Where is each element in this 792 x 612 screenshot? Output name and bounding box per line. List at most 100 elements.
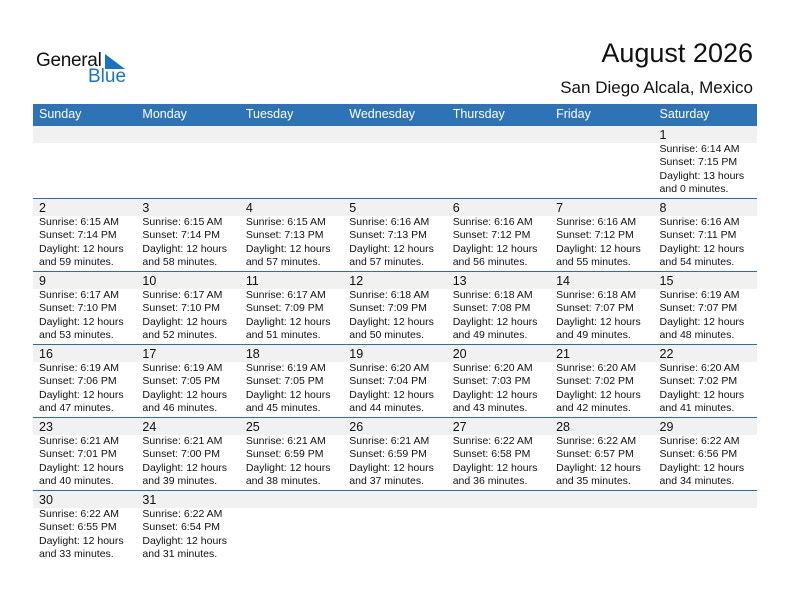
- day-cell: 5 Sunrise: 6:16 AM Sunset: 7:13 PM Daylight…: [343, 199, 446, 271]
- day-cell: 3 Sunrise: 6:15 AM Sunset: 7:14 PM Daylight…: [136, 199, 239, 271]
- daylight-text: Daylight: 13 hours: [659, 169, 745, 182]
- sunrise-text: Sunrise: 6:18 AM: [452, 289, 533, 301]
- sunrise-text: Sunrise: 6:16 AM: [556, 216, 637, 228]
- day-cell: 28 Sunrise: 6:22 AM Sunset: 6:57 PM Dayligh…: [550, 418, 653, 490]
- day-number: 22: [659, 347, 674, 361]
- week-row: 23 Sunrise: 6:21 AM Sunset: 7:01 PM Dayligh…: [33, 418, 757, 491]
- sunset-text: Sunset: 7:05 PM: [142, 375, 221, 388]
- sunset-text: Sunset: 7:04 PM: [349, 375, 427, 388]
- empty-cell: [654, 491, 757, 564]
- sunrise-text: Sunrise: 6:19 AM: [39, 362, 119, 374]
- sunrise-text: Sunrise: 6:21 AM: [39, 435, 119, 447]
- daylight-text: Daylight: 12 hours: [142, 534, 228, 547]
- daylight-minutes-text: and 58 minutes.: [142, 256, 218, 269]
- day-cell: 10 Sunrise: 6:17 AM Sunset: 7:10 PM Dayligh…: [136, 272, 239, 344]
- location-subtitle: San Diego Alcala, Mexico: [560, 78, 753, 97]
- sunset-text: Sunset: 6:59 PM: [349, 448, 427, 461]
- empty-cell: [240, 126, 343, 198]
- sunrise-text: Sunrise: 6:20 AM: [659, 362, 740, 374]
- daylight-minutes-text: and 38 minutes.: [245, 475, 321, 488]
- day-cell: 18 Sunrise: 6:19 AM Sunset: 7:05 PM Dayligh…: [240, 345, 343, 417]
- sunset-text: Sunset: 7:09 PM: [245, 302, 324, 315]
- logo-text-blue: Blue: [88, 66, 127, 87]
- sunset-text: Sunset: 7:14 PM: [39, 229, 117, 242]
- sunrise-text: Sunrise: 6:14 AM: [659, 143, 740, 155]
- daylight-minutes-text: and 54 minutes.: [659, 256, 735, 269]
- daylight-text: Daylight: 12 hours: [39, 315, 124, 328]
- daylight-minutes-text: and 57 minutes.: [245, 256, 321, 269]
- daylight-minutes-text: and 36 minutes.: [452, 475, 528, 488]
- daylight-text: Daylight: 12 hours: [556, 461, 641, 474]
- daylight-minutes-text: and 43 minutes.: [452, 402, 528, 415]
- daylight-text: Daylight: 12 hours: [142, 242, 228, 255]
- day-number: 1: [659, 128, 667, 142]
- empty-cell: [33, 126, 136, 198]
- daylight-text: Daylight: 12 hours: [245, 242, 331, 255]
- daylight-minutes-text: and 37 minutes.: [349, 475, 424, 488]
- day-number: 8: [659, 201, 667, 215]
- weekday-friday: Friday: [556, 107, 591, 121]
- sunrise-text: Sunrise: 6:15 AM: [142, 216, 223, 228]
- day-cell: 23 Sunrise: 6:21 AM Sunset: 7:01 PM Dayligh…: [33, 418, 136, 490]
- sunrise-text: Sunrise: 6:18 AM: [349, 289, 430, 301]
- day-number: 25: [245, 420, 260, 434]
- sunset-text: Sunset: 7:14 PM: [142, 229, 221, 242]
- daylight-minutes-text: and 46 minutes.: [142, 402, 218, 415]
- day-number: 5: [349, 201, 357, 215]
- daylight-minutes-text: and 57 minutes.: [349, 256, 424, 269]
- sunset-text: Sunset: 7:05 PM: [245, 375, 324, 388]
- sunrise-text: Sunrise: 6:22 AM: [556, 435, 637, 447]
- sunset-text: Sunset: 7:11 PM: [659, 229, 737, 242]
- day-cell: 11 Sunrise: 6:17 AM Sunset: 7:09 PM Dayligh…: [240, 272, 343, 344]
- daylight-text: Daylight: 12 hours: [39, 534, 124, 547]
- empty-cell: [447, 126, 550, 198]
- day-cell: 20 Sunrise: 6:20 AM Sunset: 7:03 PM Dayligh…: [447, 345, 550, 417]
- day-number: 11: [245, 274, 259, 288]
- day-number: 24: [142, 420, 157, 434]
- day-cell: 13 Sunrise: 6:18 AM Sunset: 7:08 PM Dayligh…: [447, 272, 550, 344]
- day-number: 21: [556, 347, 571, 361]
- sunrise-text: Sunrise: 6:16 AM: [349, 216, 430, 228]
- daylight-text: Daylight: 12 hours: [452, 315, 538, 328]
- daylight-text: Daylight: 12 hours: [452, 242, 538, 255]
- day-cell: 22 Sunrise: 6:20 AM Sunset: 7:02 PM Dayligh…: [654, 345, 757, 417]
- daylight-minutes-text: and 59 minutes.: [39, 256, 114, 269]
- day-number: 27: [452, 420, 467, 434]
- day-number: 6: [452, 201, 460, 215]
- day-cell: 2 Sunrise: 6:15 AM Sunset: 7:14 PM Daylight…: [33, 199, 136, 271]
- calendar-grid: Sunday Monday Tuesday Wednesday Thursday Frid…: [33, 104, 757, 564]
- daylight-text: Daylight: 12 hours: [349, 242, 434, 255]
- sunset-text: Sunset: 7:08 PM: [452, 302, 531, 315]
- day-number: 31: [142, 493, 157, 507]
- sunrise-text: Sunrise: 6:22 AM: [142, 508, 223, 520]
- daylight-text: Daylight: 12 hours: [556, 315, 641, 328]
- week-row: 9 Sunrise: 6:17 AM Sunset: 7:10 PM Daylight…: [33, 272, 757, 345]
- sunrise-text: Sunrise: 6:21 AM: [245, 435, 326, 447]
- empty-cell: [343, 126, 446, 198]
- daylight-text: Daylight: 12 hours: [659, 242, 745, 255]
- day-number: 14: [556, 274, 571, 288]
- sunrise-text: Sunrise: 6:19 AM: [245, 362, 326, 374]
- day-cell: 19 Sunrise: 6:20 AM Sunset: 7:04 PM Dayligh…: [343, 345, 446, 417]
- day-number: 2: [39, 201, 46, 215]
- day-number: 16: [39, 347, 53, 361]
- day-number: 26: [349, 420, 364, 434]
- day-cell: 14 Sunrise: 6:18 AM Sunset: 7:07 PM Dayligh…: [550, 272, 653, 344]
- page-title: August 2026: [601, 38, 753, 68]
- empty-cell: [447, 491, 550, 564]
- sunrise-text: Sunrise: 6:20 AM: [556, 362, 637, 374]
- sunrise-text: Sunrise: 6:16 AM: [659, 216, 740, 228]
- day-cell: 30 Sunrise: 6:22 AM Sunset: 6:55 PM Dayligh…: [33, 491, 136, 564]
- weekday-tuesday: Tuesday: [245, 107, 294, 121]
- logo-text-general: General: [36, 50, 102, 71]
- weekday-monday: Monday: [142, 107, 187, 121]
- sunset-text: Sunset: 7:15 PM: [659, 156, 738, 169]
- sunset-text: Sunset: 7:12 PM: [452, 229, 531, 242]
- weekday-wednesday: Wednesday: [349, 107, 416, 121]
- week-row: 30 Sunrise: 6:22 AM Sunset: 6:55 PM Dayligh…: [33, 491, 757, 564]
- daylight-minutes-text: and 35 minutes.: [556, 475, 631, 488]
- sunset-text: Sunset: 7:02 PM: [556, 375, 634, 388]
- calendar-weeks: 1 Sunrise: 6:14 AM Sunset: 7:15 PM Daylight…: [33, 126, 757, 564]
- daylight-text: Daylight: 12 hours: [452, 388, 538, 401]
- daylight-text: Daylight: 12 hours: [452, 461, 538, 474]
